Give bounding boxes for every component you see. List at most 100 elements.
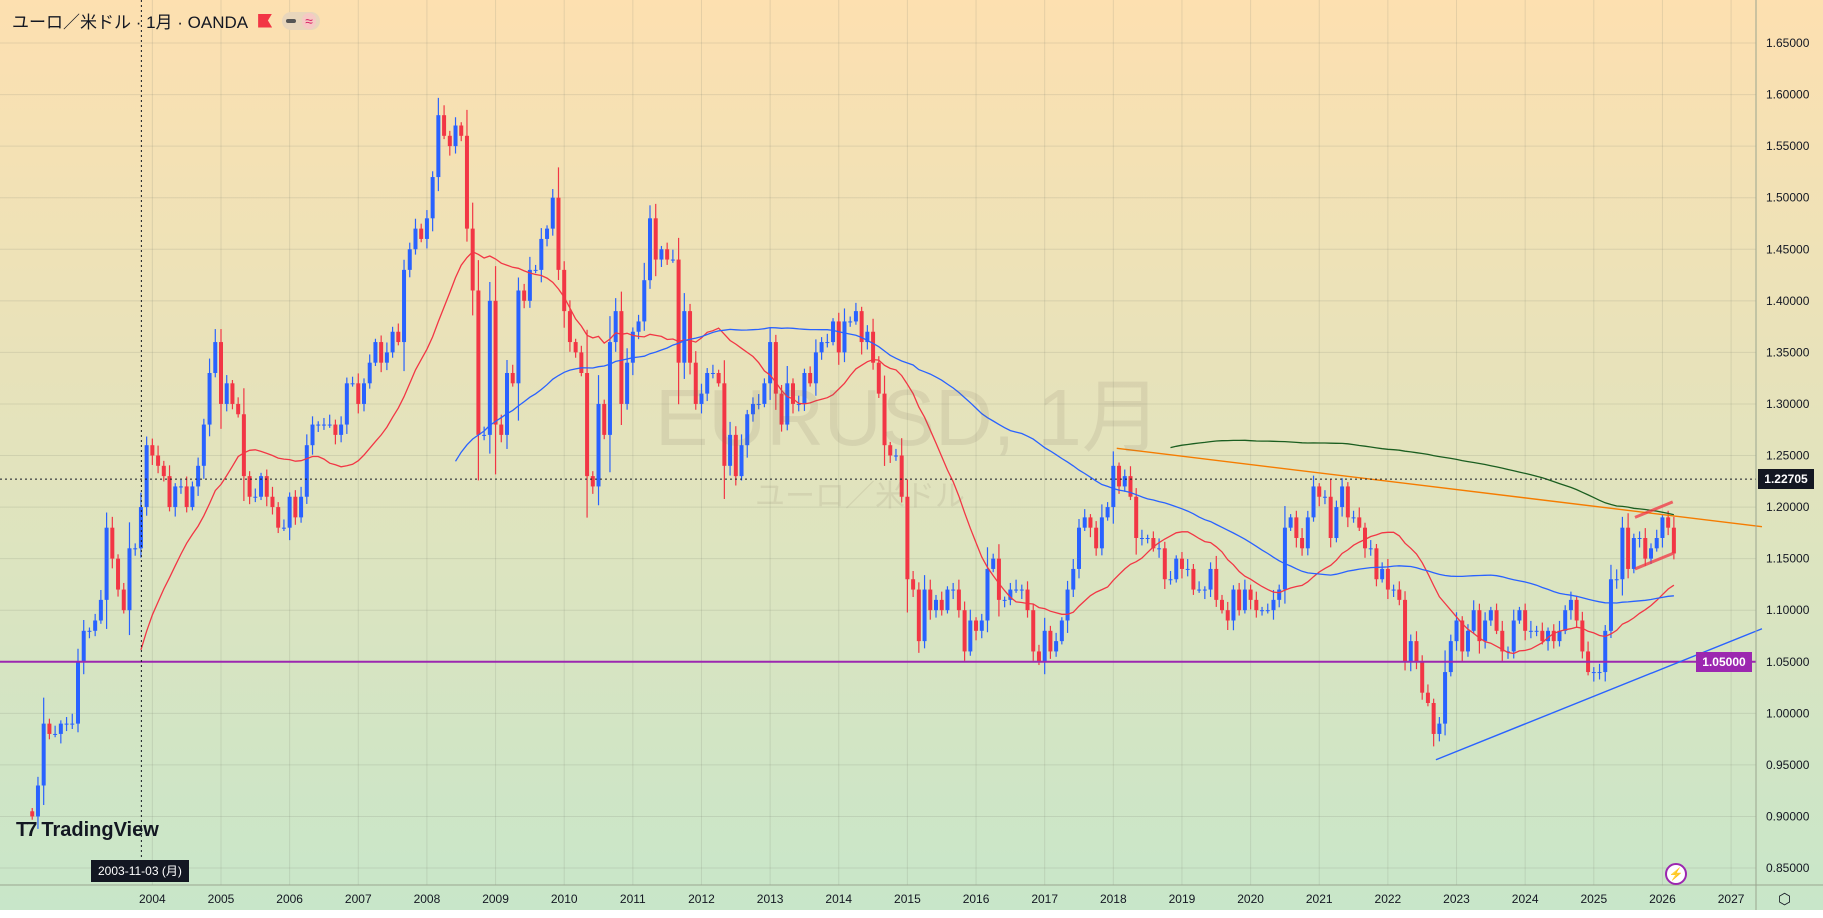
candle-body — [1139, 538, 1144, 539]
candle-body — [133, 548, 138, 550]
candle-body — [1231, 589, 1236, 621]
candle-body — [150, 445, 155, 456]
candle-body — [1454, 620, 1459, 642]
candle-body — [178, 486, 183, 488]
candle-body — [184, 486, 189, 508]
candle-body — [1105, 507, 1110, 518]
time-tick-label: 2008 — [414, 892, 441, 906]
candle-body — [750, 403, 755, 415]
candle-body — [1220, 599, 1224, 611]
candle-body — [796, 403, 801, 405]
candle-body — [510, 373, 515, 384]
price-tick-label: 1.15000 — [1766, 552, 1810, 566]
candle-body — [35, 785, 40, 817]
candle-body — [310, 424, 315, 446]
candle-body — [1580, 620, 1585, 652]
hline-price-label: 1.05000 — [1696, 651, 1752, 672]
candle-body — [951, 589, 956, 591]
support-trendline[interactable] — [1435, 628, 1763, 761]
candle-body — [127, 548, 132, 611]
candle-body — [447, 135, 452, 147]
approx-icon: ≈ — [302, 12, 316, 29]
candle-body — [1649, 548, 1653, 559]
candle-body — [665, 249, 670, 260]
candle-body — [316, 424, 321, 426]
candle-body — [350, 383, 355, 385]
candle-body — [1300, 538, 1305, 549]
candle-body — [1077, 527, 1081, 569]
candle-body — [470, 228, 475, 291]
candle-body — [1008, 589, 1013, 600]
candle-body — [728, 434, 733, 466]
candle-body — [327, 424, 332, 426]
candle-body — [1391, 589, 1396, 591]
candle-body — [98, 599, 103, 621]
candle-body — [745, 414, 750, 446]
candle-body — [230, 383, 235, 404]
candle-body — [121, 589, 126, 611]
candle-body — [419, 228, 424, 239]
candle-body — [916, 589, 921, 642]
symbol-title[interactable]: ユーロ／米ドル · 1月 · OANDA — [12, 13, 249, 32]
candle-body — [1597, 672, 1602, 674]
candle-body — [236, 403, 241, 415]
time-tick-label: 2026 — [1649, 892, 1676, 906]
candle-body — [430, 177, 435, 219]
time-tick-label: 2021 — [1306, 892, 1333, 906]
time-axis[interactable]: 2004 2005 2006 2007 2008 2009 2010 2011 2012 2013… — [139, 892, 1745, 906]
candle-body — [362, 383, 366, 404]
candle-body — [1414, 641, 1419, 662]
candle-body — [70, 723, 75, 725]
moving-average-line — [140, 251, 1675, 655]
candle-body — [974, 620, 979, 631]
candle-body — [1334, 507, 1339, 538]
candle-body — [831, 321, 836, 343]
candle-body — [670, 259, 675, 261]
candle-body — [722, 383, 727, 466]
candle-body — [1557, 630, 1562, 642]
candle-body — [219, 342, 223, 404]
price-tick-label: 1.55000 — [1766, 139, 1810, 153]
candle-body — [1311, 486, 1316, 518]
candle-body — [699, 393, 704, 404]
candle-body — [293, 496, 298, 518]
lightning-icon[interactable]: ⚡ — [1665, 863, 1687, 885]
candle-body — [304, 445, 309, 497]
candle-body — [1431, 703, 1436, 734]
candle-body — [116, 558, 121, 590]
tradingview-logo[interactable]: T7 TradingView — [16, 818, 159, 842]
price-tick-label: 1.05000 — [1766, 655, 1810, 669]
candle-body — [196, 465, 201, 487]
time-tick-label: 2018 — [1100, 892, 1127, 906]
price-tick-label: 1.35000 — [1766, 345, 1810, 359]
candle-body — [1237, 589, 1242, 611]
price-tick-label: 1.40000 — [1766, 294, 1810, 308]
price-axis[interactable]: 1.65000 1.60000 1.55000 1.50000 1.45000 1.400… — [1766, 36, 1810, 875]
candle-body — [1574, 599, 1579, 621]
candle-body — [499, 424, 504, 435]
flag-icon[interactable] — [258, 13, 273, 28]
time-tick-label: 2012 — [688, 892, 715, 906]
time-tick-label: 2015 — [894, 892, 921, 906]
candle-body — [1174, 558, 1179, 580]
resistance-trendline[interactable] — [1116, 447, 1763, 528]
candle-body — [1294, 517, 1299, 538]
candle-body — [956, 589, 961, 611]
triangle-lower[interactable] — [1634, 552, 1674, 571]
candle-body — [893, 455, 898, 457]
settings-icon[interactable]: ⬡ — [1778, 891, 1792, 908]
candle-body — [659, 249, 664, 260]
candle-body — [1591, 672, 1596, 674]
candle-body — [562, 269, 567, 312]
indicator-toggle[interactable]: ≈ — [282, 11, 320, 30]
candle-body — [1179, 558, 1184, 569]
candle-body — [1443, 672, 1448, 724]
candle-body — [1065, 589, 1070, 621]
candle-body — [1265, 610, 1270, 612]
candle-body — [264, 476, 269, 497]
candle-body — [482, 434, 487, 436]
triangle-upper[interactable] — [1634, 500, 1674, 519]
candle-body — [1048, 630, 1053, 652]
candle-body — [888, 445, 893, 456]
